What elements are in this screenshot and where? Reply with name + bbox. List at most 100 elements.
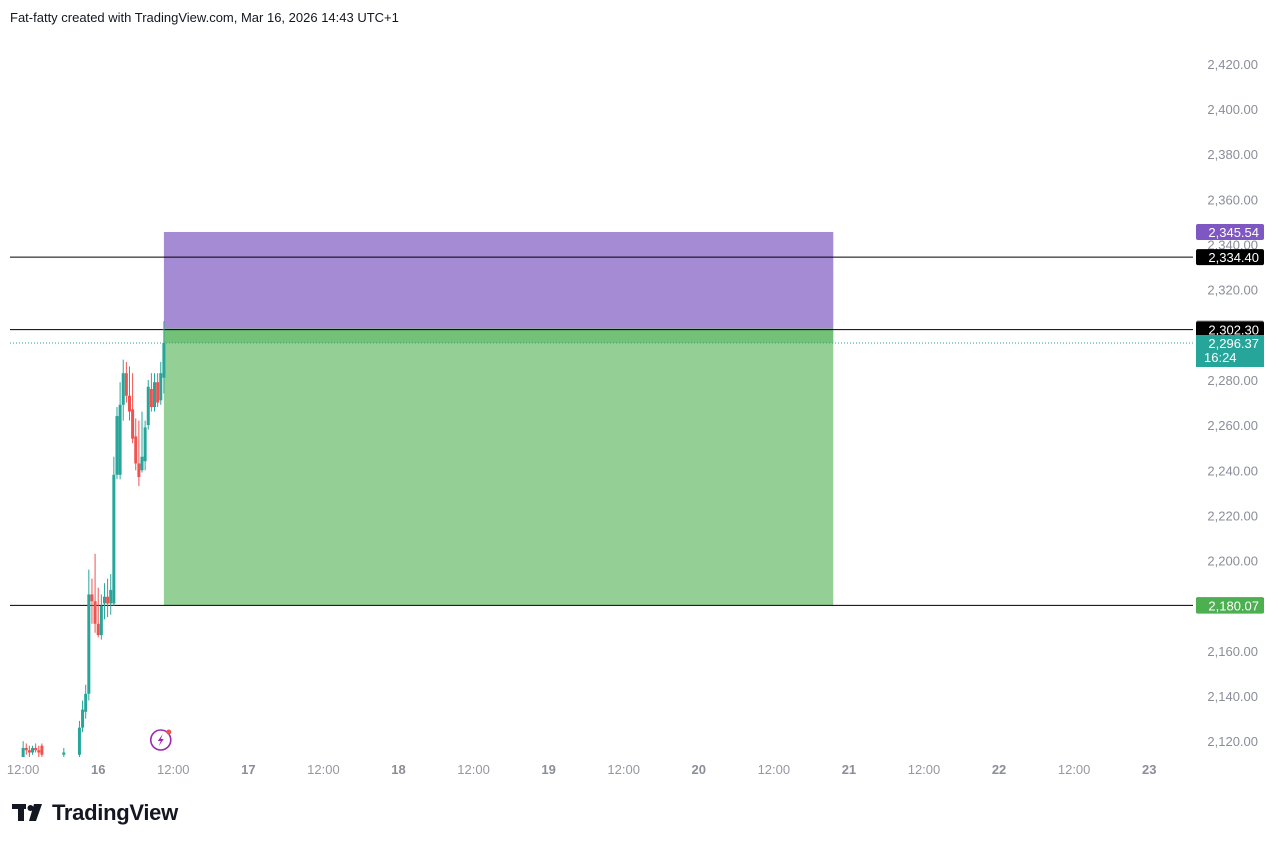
candle[interactable] <box>121 359 125 421</box>
price-tick-label: 2,360.00 <box>1207 192 1258 207</box>
candle[interactable] <box>81 700 85 733</box>
candle[interactable] <box>40 743 44 757</box>
last-price-box <box>1196 334 1264 367</box>
candle[interactable] <box>84 684 88 719</box>
candle-body <box>27 750 31 753</box>
candle[interactable] <box>37 745 41 757</box>
candle[interactable] <box>162 321 166 394</box>
position-tool-zones <box>163 231 834 606</box>
candle-body <box>115 416 119 475</box>
open-pnl-band <box>163 328 834 343</box>
price-tick-label: 2,160.00 <box>1207 644 1258 659</box>
candle[interactable] <box>87 569 91 701</box>
candle[interactable] <box>62 747 66 757</box>
last-price-value: 2,296.37 <box>1208 336 1259 351</box>
candle[interactable] <box>77 720 81 757</box>
time-tick-label: 20 <box>692 762 706 777</box>
time-tick-label: 18 <box>391 762 405 777</box>
candle[interactable] <box>34 743 38 753</box>
target-zone[interactable] <box>163 231 834 329</box>
candle[interactable] <box>93 553 97 633</box>
price-axis: 2,420.00 2,400.00 2,380.00 2,360.00 2,340.00… <box>1207 57 1258 749</box>
price-label-text: 2,345.54 <box>1208 225 1259 240</box>
candle[interactable] <box>99 594 103 640</box>
time-tick-label: 12:00 <box>908 762 941 777</box>
candle[interactable] <box>146 379 150 430</box>
brand-name: TradingView <box>52 800 178 825</box>
lightning-icon[interactable] <box>149 729 172 751</box>
event-marker <box>149 729 172 751</box>
price-label-text: 2,180.07 <box>1208 599 1259 614</box>
candle[interactable] <box>115 407 119 480</box>
candle[interactable] <box>137 420 141 487</box>
candle[interactable] <box>106 578 110 618</box>
candle-body <box>162 342 166 378</box>
candle[interactable] <box>134 418 138 471</box>
candle-body <box>106 596 110 604</box>
price-label-text: 2,334.40 <box>1208 250 1259 265</box>
candle-body <box>24 747 28 751</box>
price-label-box <box>1196 597 1264 614</box>
candle-body <box>102 596 106 604</box>
candle-body <box>87 594 91 694</box>
candle[interactable] <box>90 578 94 624</box>
candle[interactable] <box>96 587 100 638</box>
price-tick-label: 2,320.00 <box>1207 283 1258 298</box>
candle-body <box>34 747 38 751</box>
time-tick-label: 12:00 <box>157 762 190 777</box>
time-tick-label: 12:00 <box>1058 762 1091 777</box>
candle[interactable] <box>159 361 163 405</box>
price-label[interactable]: 2,302.30 <box>1196 321 1264 338</box>
price-label[interactable]: 2,345.54 <box>1196 223 1264 240</box>
tradingview-logo[interactable]: TradingView <box>12 800 178 826</box>
price-tick-label: 2,220.00 <box>1207 508 1258 523</box>
candle[interactable] <box>118 382 122 480</box>
price-label-box <box>1196 223 1264 240</box>
candle[interactable] <box>112 456 116 606</box>
candle[interactable] <box>31 745 35 755</box>
candle[interactable] <box>109 574 113 615</box>
lightning-bolt <box>157 734 164 746</box>
candle[interactable] <box>127 366 131 421</box>
candle[interactable] <box>156 373 160 408</box>
candle-body <box>112 474 116 604</box>
candle[interactable] <box>24 743 28 755</box>
price-tick-label: 2,380.00 <box>1207 147 1258 162</box>
candle-body <box>156 382 160 403</box>
stop-zone[interactable] <box>163 328 834 606</box>
price-tick-label: 2,240.00 <box>1207 463 1258 478</box>
candle-body <box>143 427 147 462</box>
candle[interactable] <box>140 411 144 473</box>
candle[interactable] <box>27 745 31 757</box>
candle-body <box>77 727 81 755</box>
time-tick-label: 12:00 <box>7 762 40 777</box>
candle[interactable] <box>149 373 153 412</box>
candle[interactable] <box>102 583 106 620</box>
time-tick-label: 12:00 <box>607 762 640 777</box>
candle[interactable] <box>153 373 157 412</box>
candle[interactable] <box>21 741 25 757</box>
candle-body <box>146 386 150 426</box>
time-tick-label: 19 <box>541 762 555 777</box>
price-label[interactable]: 2,334.40 <box>1196 249 1264 266</box>
candle[interactable] <box>131 373 135 444</box>
price-label[interactable]: 2,180.07 <box>1196 597 1264 614</box>
price-label-box <box>1196 321 1264 338</box>
time-tick-label: 23 <box>1142 762 1156 777</box>
price-tick-label: 2,280.00 <box>1207 373 1258 388</box>
candle[interactable] <box>124 361 128 403</box>
price-tick-label: 2,120.00 <box>1207 734 1258 749</box>
tradingview-logo-icon <box>12 804 42 821</box>
candle-body <box>40 745 44 755</box>
time-tick-label: 16 <box>91 762 105 777</box>
candle-body <box>134 436 138 464</box>
candle-body <box>131 409 135 439</box>
candle-body <box>153 382 157 408</box>
candle[interactable] <box>143 420 147 471</box>
candle-body <box>121 373 125 405</box>
candlestick-series <box>21 321 166 757</box>
price-tick-label: 2,400.00 <box>1207 102 1258 117</box>
time-axis: 12:00 16 12:00 17 12:00 18 12:00 19 12:00 20 12:00… <box>7 762 1157 777</box>
